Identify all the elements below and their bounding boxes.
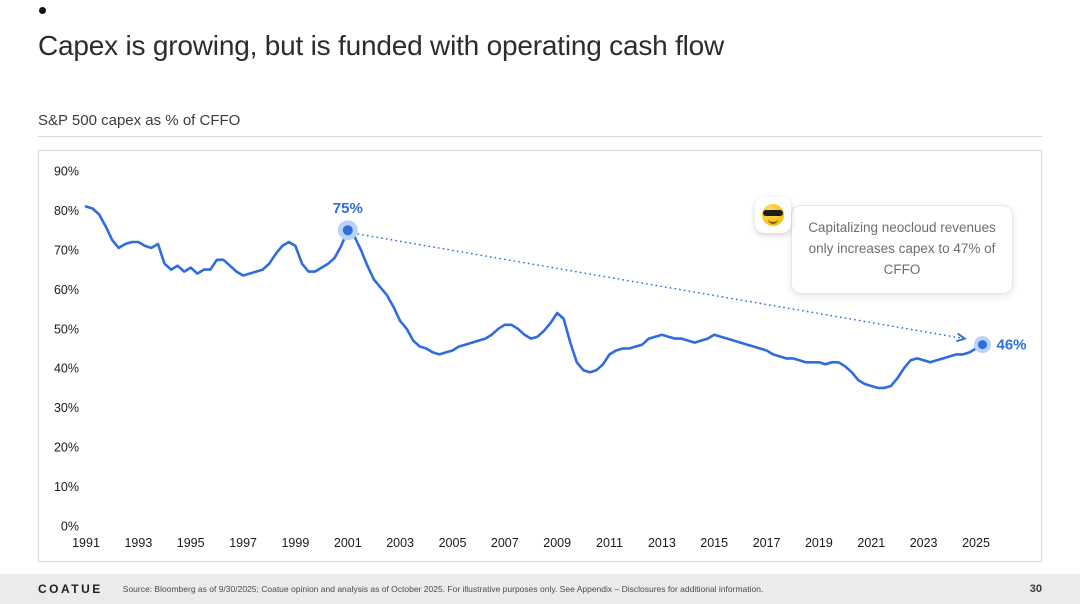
x-tick-label: 1993 — [124, 536, 152, 550]
sunglasses-emoji-badge — [755, 197, 791, 233]
y-tick-label: 80% — [54, 204, 79, 218]
x-tick-label: 2017 — [753, 536, 781, 550]
y-tick-label: 60% — [54, 283, 79, 297]
coatue-logo: COATUE — [38, 582, 103, 596]
y-tick-label: 20% — [54, 441, 79, 455]
x-tick-label: 2009 — [543, 536, 571, 550]
x-tick-label: 2007 — [491, 536, 519, 550]
x-tick-label: 1999 — [281, 536, 309, 550]
x-tick-label: 1995 — [177, 536, 205, 550]
x-tick-label: 2011 — [596, 536, 623, 550]
source-note: Source: Bloomberg as of 9/30/2025; Coatu… — [122, 584, 764, 594]
y-tick-label: 0% — [61, 520, 79, 534]
x-tick-label: 1991 — [72, 536, 100, 550]
x-tick-label: 2003 — [386, 536, 414, 550]
chart-subtitle: S&P 500 capex as % of CFFO — [38, 112, 241, 129]
annotation-callout: Capitalizing neocloud revenues only incr… — [791, 205, 1013, 294]
chart-line — [84, 205, 984, 390]
trend-arrow — [357, 233, 967, 343]
y-tick-label: 70% — [54, 243, 79, 257]
page-number: 30 — [1029, 583, 1042, 595]
y-tick-label: 40% — [54, 362, 79, 376]
end-marker-dot — [978, 340, 987, 350]
sunglasses-emoji-icon — [762, 204, 784, 226]
x-tick-label: 2025 — [962, 536, 990, 550]
y-tick-label: 50% — [54, 322, 79, 336]
annotation-callout-text: Capitalizing neocloud revenues only incr… — [808, 220, 996, 277]
y-tick-label: 10% — [54, 480, 79, 494]
x-tick-label: 1997 — [229, 536, 257, 550]
x-tick-label: 2001 — [334, 536, 362, 550]
chart-panel: 0% 10% 20% 30% 40% 50% 60% 70% 80% 90% 1991 1993 199… — [38, 150, 1042, 562]
x-tick-label: 2015 — [700, 536, 728, 550]
y-tick-label: 90% — [54, 165, 79, 179]
footer: COATUE Source: Bloomberg as of 9/30/2025… — [0, 574, 1080, 604]
peak-marker-dot — [342, 225, 353, 236]
end-label: 46% — [997, 337, 1027, 354]
x-tick-label: 2019 — [805, 536, 833, 550]
x-tick-label: 2023 — [910, 536, 938, 550]
y-tick-label: 30% — [54, 401, 79, 415]
peak-label: 75% — [333, 200, 363, 217]
x-tick-label: 2013 — [648, 536, 676, 550]
x-tick-label: 2021 — [857, 536, 885, 550]
page-title: Capex is growing, but is funded with ope… — [38, 30, 725, 61]
x-tick-label: 2005 — [439, 536, 467, 550]
divider — [38, 136, 1042, 137]
coatue-mark-icon — [39, 7, 46, 14]
capex-line-chart: 0% 10% 20% 30% 40% 50% 60% 70% 80% 90% 1991 1993 199… — [54, 165, 1027, 551]
